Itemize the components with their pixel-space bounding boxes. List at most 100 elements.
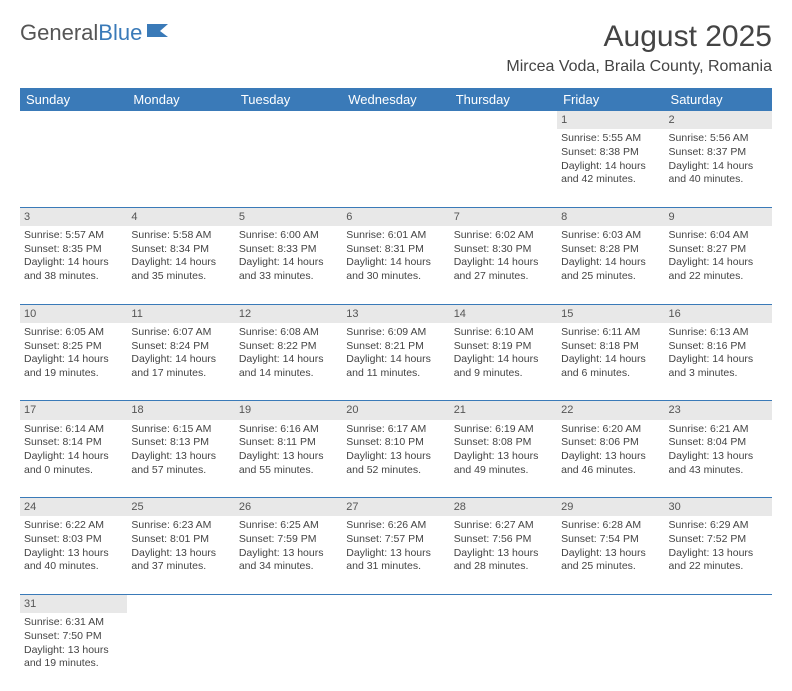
sunrise-text: Sunrise: 6:14 AM: [24, 423, 123, 437]
day-cell: [450, 129, 557, 207]
day-number: 1: [557, 111, 664, 129]
day1-text: Daylight: 14 hours: [561, 353, 660, 367]
day-number: 3: [20, 207, 127, 226]
day1-text: Daylight: 14 hours: [239, 256, 338, 270]
day-cell: Sunrise: 6:03 AMSunset: 8:28 PMDaylight:…: [557, 226, 664, 304]
day2-text: and 28 minutes.: [454, 560, 553, 574]
sunset-text: Sunset: 7:59 PM: [239, 533, 338, 547]
sunrise-text: Sunrise: 6:17 AM: [346, 423, 445, 437]
sunset-text: Sunset: 8:11 PM: [239, 436, 338, 450]
daynum-row: 12: [20, 111, 772, 129]
day2-text: and 27 minutes.: [454, 270, 553, 284]
col-friday: Friday: [557, 88, 664, 111]
sunset-text: Sunset: 8:35 PM: [24, 243, 123, 257]
day2-text: and 31 minutes.: [346, 560, 445, 574]
day-number: 4: [127, 207, 234, 226]
page-title: August 2025: [506, 20, 772, 54]
day2-text: and 11 minutes.: [346, 367, 445, 381]
day-number: 8: [557, 207, 664, 226]
day2-text: and 25 minutes.: [561, 560, 660, 574]
sunrise-text: Sunrise: 6:09 AM: [346, 326, 445, 340]
day-number: 29: [557, 498, 664, 517]
sunrise-text: Sunrise: 6:07 AM: [131, 326, 230, 340]
day1-text: Daylight: 14 hours: [131, 353, 230, 367]
day-number: 25: [127, 498, 234, 517]
day-number: 17: [20, 401, 127, 420]
sunrise-text: Sunrise: 6:01 AM: [346, 229, 445, 243]
logo-text: GeneralBlue: [20, 20, 142, 46]
day-cell: Sunrise: 5:56 AMSunset: 8:37 PMDaylight:…: [665, 129, 772, 207]
day1-text: Daylight: 13 hours: [454, 547, 553, 561]
day2-text: and 3 minutes.: [669, 367, 768, 381]
day-number: [342, 594, 449, 613]
week-row: Sunrise: 6:05 AMSunset: 8:25 PMDaylight:…: [20, 323, 772, 401]
sunset-text: Sunset: 8:03 PM: [24, 533, 123, 547]
day2-text: and 19 minutes.: [24, 367, 123, 381]
day2-text: and 22 minutes.: [669, 270, 768, 284]
week-row: Sunrise: 5:57 AMSunset: 8:35 PMDaylight:…: [20, 226, 772, 304]
day-cell: [665, 613, 772, 691]
sunrise-text: Sunrise: 6:02 AM: [454, 229, 553, 243]
daynum-row: 31: [20, 594, 772, 613]
day-number: 24: [20, 498, 127, 517]
day-cell: Sunrise: 6:13 AMSunset: 8:16 PMDaylight:…: [665, 323, 772, 401]
day1-text: Daylight: 14 hours: [669, 160, 768, 174]
day2-text: and 49 minutes.: [454, 464, 553, 478]
day1-text: Daylight: 13 hours: [239, 450, 338, 464]
day-cell: [20, 129, 127, 207]
sunset-text: Sunset: 8:13 PM: [131, 436, 230, 450]
day-cell: Sunrise: 6:16 AMSunset: 8:11 PMDaylight:…: [235, 420, 342, 498]
sunrise-text: Sunrise: 6:23 AM: [131, 519, 230, 533]
sunrise-text: Sunrise: 6:31 AM: [24, 616, 123, 630]
daynum-row: 3456789: [20, 207, 772, 226]
day2-text: and 52 minutes.: [346, 464, 445, 478]
day-number: 10: [20, 304, 127, 323]
day-cell: Sunrise: 6:26 AMSunset: 7:57 PMDaylight:…: [342, 516, 449, 594]
day-cell: Sunrise: 6:02 AMSunset: 8:30 PMDaylight:…: [450, 226, 557, 304]
sunrise-text: Sunrise: 6:26 AM: [346, 519, 445, 533]
day2-text: and 34 minutes.: [239, 560, 338, 574]
sunrise-text: Sunrise: 6:00 AM: [239, 229, 338, 243]
sunset-text: Sunset: 8:22 PM: [239, 340, 338, 354]
day2-text: and 33 minutes.: [239, 270, 338, 284]
day-cell: Sunrise: 6:20 AMSunset: 8:06 PMDaylight:…: [557, 420, 664, 498]
sunset-text: Sunset: 7:54 PM: [561, 533, 660, 547]
sunset-text: Sunset: 7:52 PM: [669, 533, 768, 547]
day-cell: Sunrise: 6:14 AMSunset: 8:14 PMDaylight:…: [20, 420, 127, 498]
day1-text: Daylight: 14 hours: [454, 256, 553, 270]
day1-text: Daylight: 13 hours: [346, 450, 445, 464]
day1-text: Daylight: 13 hours: [24, 644, 123, 658]
day1-text: Daylight: 14 hours: [561, 256, 660, 270]
day-cell: [450, 613, 557, 691]
day-number: 6: [342, 207, 449, 226]
day-number: [127, 111, 234, 129]
day2-text: and 22 minutes.: [669, 560, 768, 574]
sunset-text: Sunset: 8:24 PM: [131, 340, 230, 354]
week-row: Sunrise: 6:14 AMSunset: 8:14 PM Daylight:…: [20, 420, 772, 498]
sunset-text: Sunset: 8:19 PM: [454, 340, 553, 354]
daynum-row: 17181920212223: [20, 401, 772, 420]
day2-text: and 0 minutes.: [24, 464, 123, 478]
sunrise-text: Sunrise: 6:19 AM: [454, 423, 553, 437]
day1-text: Daylight: 13 hours: [669, 450, 768, 464]
day-cell: Sunrise: 6:15 AMSunset: 8:13 PMDaylight:…: [127, 420, 234, 498]
logo-text-b: Blue: [98, 20, 142, 45]
day-cell: Sunrise: 6:04 AMSunset: 8:27 PMDaylight:…: [665, 226, 772, 304]
sunrise-text: Sunrise: 6:04 AM: [669, 229, 768, 243]
sunset-text: Sunset: 8:14 PM: [24, 436, 123, 450]
day-cell: Sunrise: 5:57 AMSunset: 8:35 PMDaylight:…: [20, 226, 127, 304]
day2-text: and 40 minutes.: [24, 560, 123, 574]
day2-text: and 6 minutes.: [561, 367, 660, 381]
day-header-row: Sunday Monday Tuesday Wednesday Thursday…: [20, 88, 772, 111]
day-number: 11: [127, 304, 234, 323]
day2-text: and 55 minutes.: [239, 464, 338, 478]
sunrise-text: Sunrise: 6:03 AM: [561, 229, 660, 243]
sunset-text: Sunset: 8:01 PM: [131, 533, 230, 547]
sunrise-text: Sunrise: 6:22 AM: [24, 519, 123, 533]
day2-text: and 42 minutes.: [561, 173, 660, 187]
day2-text: and 37 minutes.: [131, 560, 230, 574]
day-number: [235, 111, 342, 129]
day-number: 7: [450, 207, 557, 226]
day-cell: Sunrise: 6:22 AMSunset: 8:03 PMDaylight:…: [20, 516, 127, 594]
day-number: 26: [235, 498, 342, 517]
